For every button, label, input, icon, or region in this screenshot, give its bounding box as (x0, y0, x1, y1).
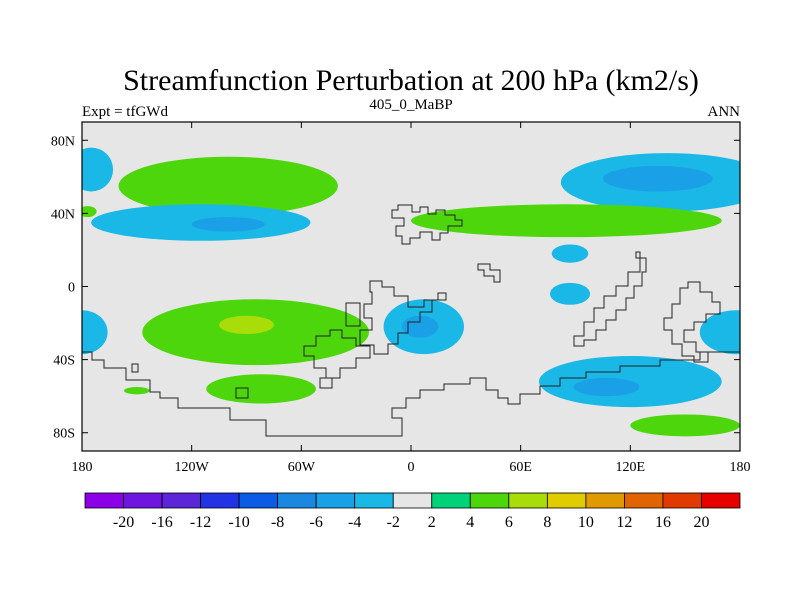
colorbar-label: -12 (190, 514, 211, 531)
coastline-africa (359, 280, 447, 355)
coastline-north-america (391, 204, 463, 245)
colorbar-label: -4 (348, 514, 361, 531)
colorbar-box (277, 492, 317, 509)
coastline-small-b (235, 387, 249, 399)
contour-nh-east-pos-core (507, 211, 589, 230)
contour-sh-far-east-neg (699, 310, 740, 355)
colorbar-box (84, 492, 124, 509)
colorbar-label: 12 (616, 514, 632, 531)
colorbar-label: 8 (543, 514, 551, 531)
contour-eq-neg-a (551, 244, 589, 263)
contour-nh-dateline-pos (82, 206, 97, 218)
colorbar-box (624, 492, 664, 509)
colorbar-label: 10 (578, 514, 594, 531)
x-tick-label: 180 (72, 460, 93, 475)
contour-nh-west-pos-core (228, 169, 331, 203)
colorbar-label: 16 (655, 514, 671, 531)
contour-sh-far-east-pos (630, 414, 740, 437)
colorbar-box (431, 492, 471, 509)
colorbar-box (469, 492, 510, 509)
season-label: ANN (708, 104, 741, 120)
colorbar-label: -6 (310, 514, 323, 531)
colorbar-box (354, 492, 394, 509)
contour-sh-small-pos (124, 387, 150, 395)
colorbar-label: -8 (271, 514, 284, 531)
x-tick-label: 0 (408, 460, 415, 475)
chart-title: Streamfunction Perturbation at 200 hPa (… (123, 64, 699, 97)
contour-sh-central-neg-core (401, 315, 439, 338)
contour-fills (82, 147, 740, 437)
contour-eq-neg-b (549, 282, 591, 305)
x-tick-label: 180 (730, 460, 751, 475)
x-tick-label: 60W (288, 460, 316, 475)
contour-sh-south-pos (206, 374, 316, 404)
colorbar-label: 4 (466, 514, 474, 531)
coastline-asia (573, 251, 647, 347)
coastline-australia (663, 281, 721, 363)
x-tick-label: 60E (509, 460, 532, 475)
x-tick-label: 120E (616, 460, 646, 475)
y-tick-label: 80N (51, 134, 75, 149)
contour-sh-pos-band-core (219, 315, 274, 335)
colorbar-label: -2 (387, 514, 400, 531)
contour-nh-dateline-neg (82, 147, 114, 192)
colorbar: -20 -16 -12 -10 -8 -6 -4 -2 2 4 6 8 10 12 16 20 (84, 492, 741, 531)
coastline-south-america (303, 302, 371, 379)
colorbar-box (508, 492, 548, 509)
colorbar-label: -20 (113, 514, 134, 531)
y-tick-label: 40N (51, 207, 75, 222)
coastline-small-a (131, 363, 139, 373)
colorbar-box (392, 492, 433, 509)
colorbar-box (315, 492, 356, 509)
contour-nh-west-neg-core (191, 217, 265, 232)
colorbar-label: 20 (693, 514, 709, 531)
x-tick-label: 120W (175, 460, 210, 475)
colorbar-box (546, 492, 587, 509)
colorbar-box (662, 492, 702, 509)
contour-sh-west-neg (82, 310, 108, 355)
plot-area: 180 120W 60W 0 60E 120E 180 80N 40N 0 40S 80S (51, 121, 751, 475)
coastline-small-c (319, 377, 333, 389)
colorbar-label: 6 (505, 514, 513, 531)
coastline-antarctica (82, 351, 740, 437)
y-tick-label: 0 (68, 281, 75, 296)
experiment-label: Expt = tfGWd (82, 104, 168, 120)
contour-nh-east-neg-core (602, 165, 713, 192)
axes: 180 120W 60W 0 60E 120E 180 80N 40N 0 40S 80S (51, 122, 751, 475)
colorbar-label: -10 (228, 514, 249, 531)
coastline-island-a (477, 263, 501, 283)
colorbar-box (200, 492, 240, 509)
case-label: 405_0_MaBP (369, 97, 452, 113)
colorbar-box (161, 492, 201, 509)
contour-sh-east-neg-core (573, 377, 640, 397)
colorbar-box (701, 492, 741, 509)
colorbar-box (585, 492, 625, 509)
colorbar-box (238, 492, 279, 509)
colorbar-box (123, 492, 163, 509)
y-tick-label: 80S (53, 427, 75, 442)
colorbar-label: -16 (151, 514, 172, 531)
colorbar-label: 2 (428, 514, 436, 531)
y-tick-label: 40S (53, 354, 75, 369)
coastlines (82, 204, 740, 437)
